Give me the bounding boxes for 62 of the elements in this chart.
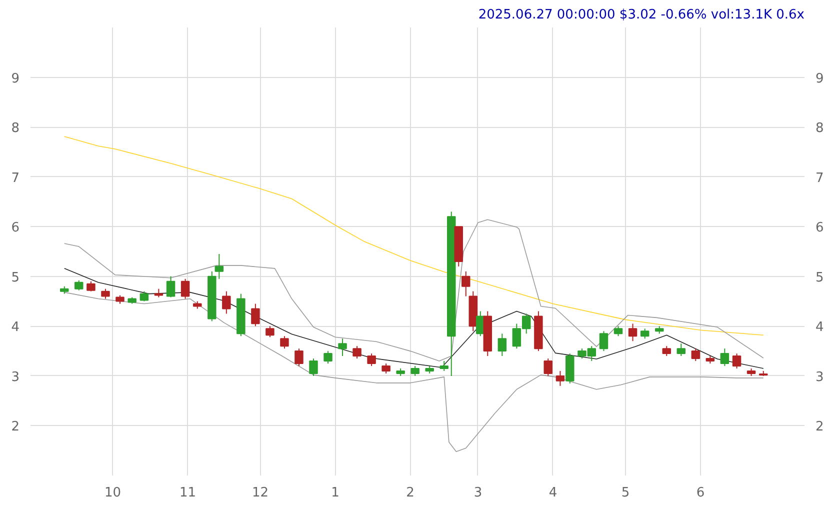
- candlestick: [498, 333, 507, 357]
- x-tick-label: 5: [621, 486, 630, 500]
- x-tick-label: 3: [474, 486, 482, 500]
- x-tick-label: 4: [548, 486, 558, 500]
- candlestick: [338, 338, 347, 357]
- candlestick: [599, 330, 608, 352]
- candlestick: [410, 365, 420, 376]
- candlestick: [251, 303, 260, 327]
- x-tick-label: 12: [252, 486, 269, 500]
- line-series: [64, 268, 764, 369]
- x-tick-label: 6: [696, 486, 705, 500]
- chart-title: 2025.06.27 00:00:00 $3.02 -0.66% vol:13.1K 0.6x: [478, 8, 805, 22]
- candlestick: [140, 290, 149, 302]
- y2-tick-label: 9: [816, 71, 824, 86]
- candlestick: [462, 270, 470, 297]
- candlestick: [74, 280, 84, 291]
- x-tick-label: 1: [331, 486, 340, 500]
- y2-tick-label: 8: [816, 121, 824, 136]
- candlestick: [544, 358, 552, 376]
- candlestick: [352, 346, 362, 360]
- candlestick: [324, 350, 332, 364]
- candlestick: [180, 278, 190, 300]
- y-tick-label: 3: [11, 370, 20, 385]
- y2-tick-label: 2: [816, 420, 824, 435]
- candlestick: [214, 253, 224, 280]
- candlestick: [676, 343, 686, 357]
- x-tick-label: 2: [406, 486, 414, 500]
- y-tick-label: 8: [11, 121, 20, 136]
- y2-tick-label: 4: [816, 320, 824, 336]
- candlestick: [101, 288, 110, 300]
- x-tick-label: 11: [179, 486, 196, 500]
- line-series: [64, 219, 764, 362]
- candlestick: [382, 363, 390, 374]
- y-tick-label: 2: [11, 420, 20, 435]
- candlestick: [280, 336, 289, 350]
- candlestick: [732, 353, 742, 369]
- y2-tick-label: 6: [816, 220, 824, 236]
- x-tick-label: 10: [104, 486, 122, 500]
- candlestick: [309, 358, 318, 376]
- y-tick-label: 9: [11, 71, 20, 86]
- candlestick: [691, 348, 700, 362]
- candlestick: [222, 290, 231, 314]
- y2-tick-label: 3: [816, 370, 824, 385]
- y-tick-label: 5: [11, 270, 20, 286]
- candlestick: [640, 328, 650, 340]
- candlestick: [266, 326, 274, 338]
- candlestick: [440, 360, 448, 372]
- candlestick: [86, 280, 96, 292]
- candlestick: [166, 276, 176, 298]
- candlestick: [294, 348, 304, 366]
- candlestick: [662, 346, 671, 357]
- candlestick: [367, 353, 376, 366]
- y2-tick-label: 7: [816, 170, 824, 186]
- line-series: [64, 136, 764, 336]
- y-tick-label: 4: [11, 320, 20, 336]
- candlestick: [556, 370, 565, 386]
- y-tick-label: 6: [11, 220, 20, 236]
- y2-tick-label: 5: [816, 270, 824, 286]
- y-tick-label: 7: [11, 170, 20, 186]
- candlestick: [720, 348, 730, 366]
- candlestick: [614, 326, 623, 337]
- candlestick: [628, 323, 638, 342]
